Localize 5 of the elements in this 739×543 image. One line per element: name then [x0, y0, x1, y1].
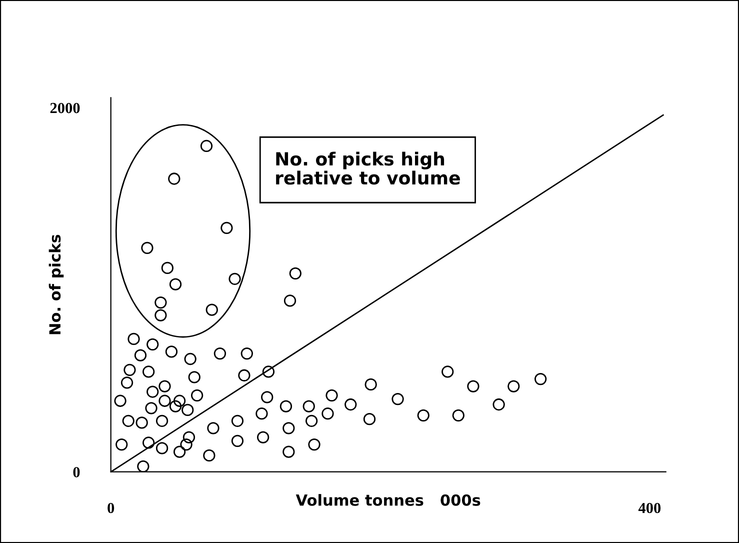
y-axis-title: No. of picks	[48, 234, 64, 334]
x-tick-label: 400	[638, 502, 661, 514]
y-tick-label: 2000	[50, 102, 80, 114]
x-axis-title: Volume tonnes 000s	[296, 494, 480, 506]
annotation: No. of picks high relative to volume	[276, 152, 460, 185]
